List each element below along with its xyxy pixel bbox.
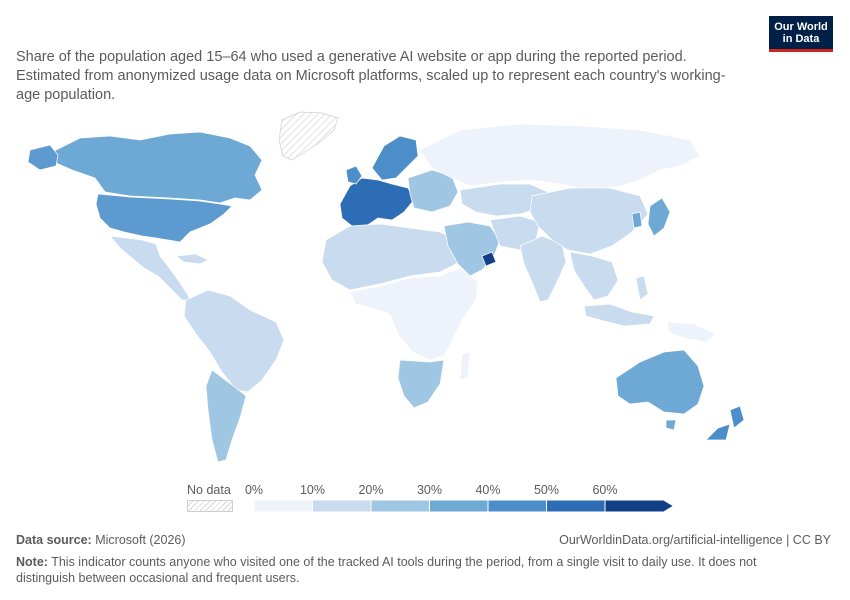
legend-tick-label: 20% [358,483,384,497]
logo-line-2: in Data [782,33,820,45]
region-mexico[interactable] [109,235,193,303]
legend-bin[interactable] [487,499,547,513]
legend-tick-label: 60% [592,483,618,497]
legend-tick-label: 0% [244,483,264,497]
region-southeast-asia[interactable] [569,251,619,301]
legend-bin[interactable] [312,499,372,513]
region-middle-east[interactable] [443,221,501,277]
footer-note: Note: This indicator counts anyone who v… [16,554,816,586]
region-argentina-chile[interactable] [205,369,247,463]
region-sub-saharan-africa[interactable] [349,267,479,361]
region-indonesia[interactable] [583,303,655,327]
region-south-america[interactable] [183,289,285,393]
region-caribbean[interactable] [175,253,209,265]
data-source-label: Data source: [16,533,92,547]
legend-bin[interactable] [429,499,489,513]
region-europe-east[interactable] [407,169,459,213]
legend-tick-label: 10% [299,483,326,497]
region-png[interactable] [667,321,717,343]
legend-tick-label: 30% [416,483,443,497]
region-usa[interactable] [95,193,233,243]
region-north-africa[interactable] [321,223,461,291]
region-southern-africa[interactable] [397,359,445,409]
logo-line-1: Our World [774,21,828,33]
footer-url[interactable]: OurWorldinData.org/artificial-intelligen… [559,533,831,547]
region-japan[interactable] [647,197,671,237]
region-china[interactable] [529,187,649,255]
region-russia[interactable] [419,123,701,191]
region-madagascar[interactable] [459,351,471,381]
chart-subtitle: Share of the population aged 15–64 who u… [16,49,726,103]
region-uae[interactable] [481,251,497,267]
legend-tick-label: 50% [533,483,560,497]
region-alaska[interactable] [27,144,59,171]
note-text: This indicator counts anyone who visited… [16,555,757,585]
region-greenland[interactable] [278,111,339,161]
region-korea[interactable] [631,211,643,229]
note-label: Note: [16,555,48,569]
legend-no-data-swatch[interactable] [187,500,233,512]
region-philippines[interactable] [635,275,649,301]
data-source-value[interactable]: Microsoft (2026) [95,533,186,547]
data-source: Data source: Microsoft (2026) [16,533,186,547]
legend-bin-open[interactable] [604,499,675,513]
region-canada[interactable] [51,131,263,204]
region-india[interactable] [519,235,567,303]
region-scandinavia[interactable] [371,135,419,181]
region-new-zealand[interactable] [705,405,745,441]
legend-no-data-label: No data [187,483,231,497]
legend-bin[interactable] [253,499,313,513]
legend-color-bar [253,499,675,513]
region-europe-west[interactable] [339,177,415,227]
owid-logo[interactable]: Our World in Data [769,16,833,52]
region-australia[interactable] [615,349,705,415]
region-tasmania[interactable] [665,419,677,431]
legend-bin[interactable] [370,499,430,513]
legend-bin[interactable] [546,499,606,513]
region-uk[interactable] [345,165,363,185]
legend: No data 0% 10% 20% 30% 40% 50% 60% [0,480,850,520]
legend-tick-label: 40% [475,483,501,497]
world-map [27,111,745,463]
